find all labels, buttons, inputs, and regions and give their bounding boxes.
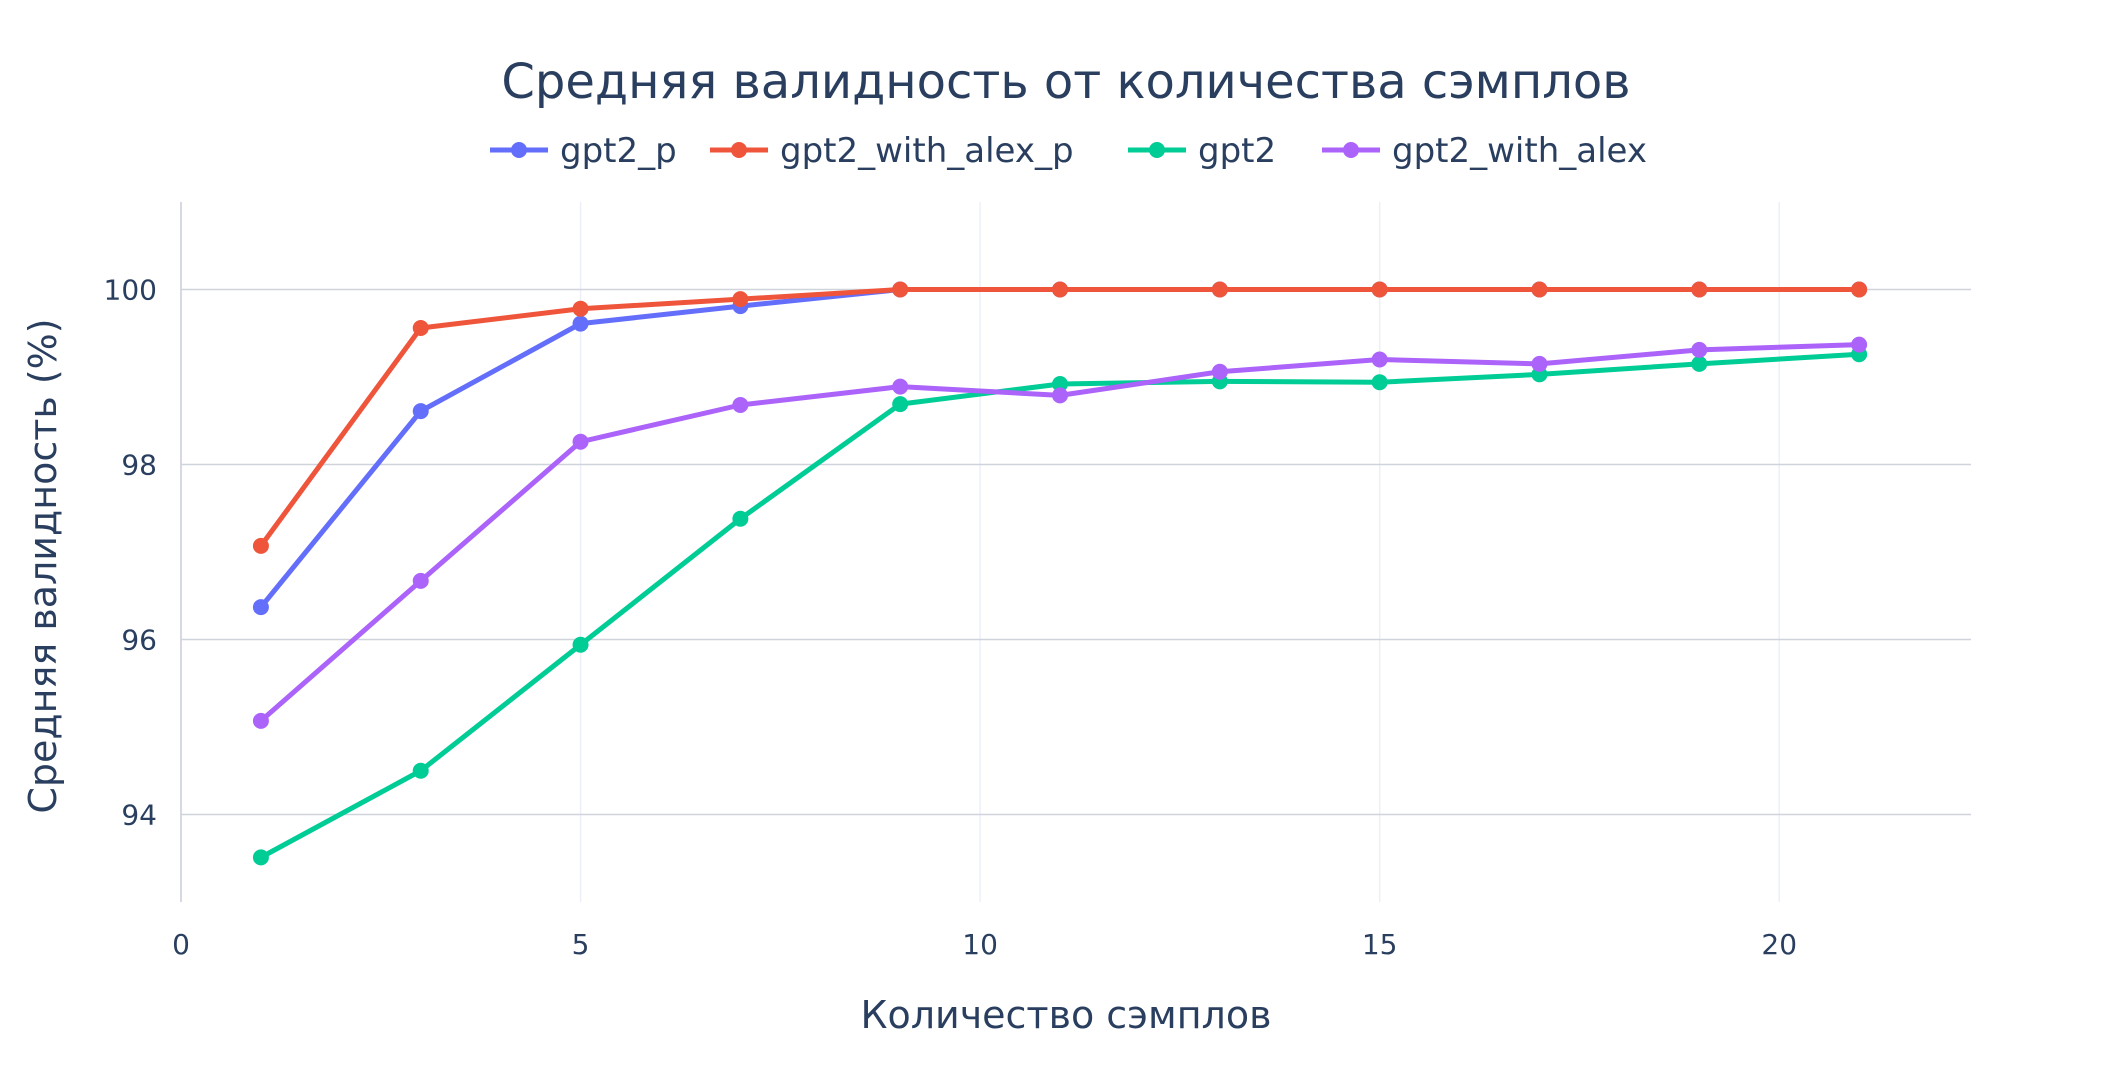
x-tick-label: 10 <box>962 928 998 961</box>
tick-labels: 0 5 10 15 20 94 96 98 100 <box>104 274 1797 962</box>
data-point <box>572 636 589 653</box>
data-point <box>252 849 269 866</box>
series-layer <box>252 281 1868 866</box>
legend-marker <box>511 142 527 158</box>
legend-item[interactable]: gpt2_with_alex <box>1322 131 1647 171</box>
data-point <box>892 396 909 413</box>
data-point <box>1531 281 1548 298</box>
x-tick-label: 20 <box>1761 928 1797 961</box>
legend-label: gpt2_with_alex <box>1392 131 1647 171</box>
data-point <box>572 315 589 332</box>
data-point <box>732 397 749 413</box>
x-tick-label: 0 <box>172 928 190 961</box>
data-point <box>252 537 269 554</box>
series-gpt2 <box>252 346 1868 866</box>
data-point <box>252 599 269 616</box>
grid-lines <box>180 202 1971 902</box>
y-tick-label: 94 <box>121 799 157 832</box>
data-point <box>252 712 269 729</box>
legend-item[interactable]: gpt2_p <box>490 131 677 171</box>
data-point <box>412 320 429 336</box>
series-gpt2_p <box>252 281 1868 616</box>
series-line <box>258 287 1862 549</box>
y-axis-title: Средняя валидность (%) <box>21 318 65 813</box>
y-tick-label: 100 <box>104 274 157 307</box>
data-point <box>1371 374 1388 391</box>
data-point <box>1691 355 1708 372</box>
legend-label: gpt2_with_alex_p <box>780 131 1074 171</box>
series-line <box>258 287 1862 610</box>
data-point <box>1211 281 1228 298</box>
legend-marker <box>731 142 747 158</box>
data-point <box>1531 355 1548 372</box>
data-point <box>732 291 749 308</box>
series-gpt2_with_alex <box>252 336 1868 729</box>
data-point <box>412 762 429 779</box>
x-tick-label: 5 <box>572 928 590 961</box>
y-tick-label: 98 <box>121 449 157 482</box>
data-point <box>1052 376 1069 392</box>
data-point <box>732 510 749 527</box>
data-point <box>1691 341 1708 358</box>
data-point <box>1052 281 1069 298</box>
data-point <box>572 433 589 450</box>
data-point <box>412 572 429 589</box>
legend-marker <box>1149 142 1165 158</box>
legend-label: gpt2_p <box>560 131 677 171</box>
y-tick-label: 96 <box>121 624 157 657</box>
data-point <box>1052 387 1069 404</box>
legend-marker <box>1343 142 1359 158</box>
x-tick-label: 15 <box>1362 928 1398 961</box>
legend: gpt2_p gpt2_with_alex_p gpt2 gpt2_with_alex <box>490 131 1647 171</box>
data-point <box>572 300 589 317</box>
data-point <box>412 403 429 420</box>
data-point <box>892 281 909 298</box>
legend-label: gpt2 <box>1198 131 1276 171</box>
data-point <box>1211 363 1228 380</box>
chart-title: Средняя валидность от количества сэмплов <box>501 54 1630 110</box>
data-point <box>892 378 909 395</box>
data-point <box>1851 281 1868 298</box>
legend-item[interactable]: gpt2_with_alex_p <box>710 131 1074 171</box>
data-point <box>1851 336 1868 353</box>
data-point <box>1691 281 1708 298</box>
data-point <box>1371 351 1388 368</box>
series-line <box>258 351 1862 860</box>
legend-item[interactable]: gpt2 <box>1128 131 1276 171</box>
series-gpt2_with_alex_p <box>252 281 1868 554</box>
data-point <box>1371 281 1388 298</box>
x-axis-title: Количество сэмплов <box>861 993 1272 1037</box>
